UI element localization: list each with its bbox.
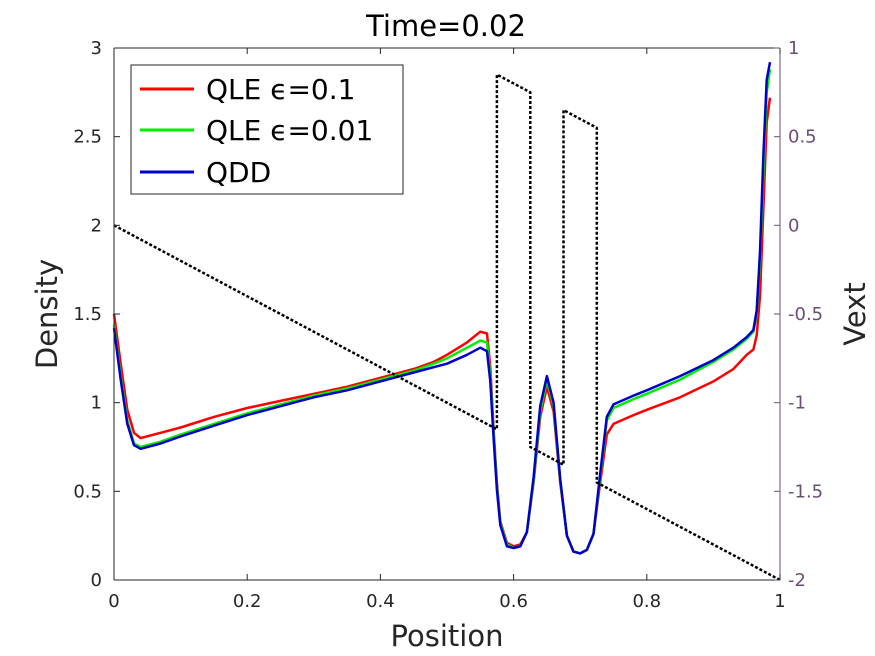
- legend-label-qle-001: QLE ϵ=0.01: [206, 114, 373, 147]
- y-right-tick-label: 0.5: [788, 127, 817, 148]
- y-right-axis-title: Vext: [838, 282, 872, 345]
- legend-label-qdd: QDD: [206, 156, 271, 189]
- legend: QLE ϵ=0.1 QLE ϵ=0.01 QDD: [130, 64, 404, 195]
- y-tick-label: 1: [91, 393, 102, 414]
- x-tick-label: 0: [108, 591, 119, 612]
- y-tick-label: 2: [91, 215, 102, 236]
- y-right-tick-label: -2: [788, 570, 806, 591]
- y-tick-label: 0.5: [73, 481, 102, 502]
- y-right-tick-label: -1: [788, 393, 806, 414]
- chart-title: Time=0.02: [365, 9, 526, 43]
- y-right-tick-label: 0: [788, 215, 799, 236]
- x-tick-label: 0.2: [233, 591, 262, 612]
- y-right-tick-label: 1: [788, 38, 799, 59]
- y-right-tick-label: -0.5: [788, 304, 823, 325]
- y-tick-label: 0: [91, 570, 102, 591]
- y-right-tick-label: -1.5: [788, 481, 823, 502]
- x-axis-title: Position: [391, 619, 504, 653]
- legend-label-qle-01: QLE ϵ=0.1: [206, 73, 355, 106]
- y-tick-label: 3: [91, 38, 102, 59]
- x-tick-label: 0.4: [366, 591, 395, 612]
- x-tick-label: 0.6: [499, 591, 528, 612]
- series-line-qdd: [112, 61, 772, 555]
- y-axis-title: Density: [30, 259, 64, 369]
- y-tick-label: 2.5: [73, 127, 102, 148]
- series-layer: [112, 61, 781, 582]
- x-tick-label: 1: [774, 591, 785, 612]
- y-tick-label: 1.5: [73, 304, 102, 325]
- series-line-vext: [113, 73, 781, 582]
- x-tick-label: 0.8: [632, 591, 661, 612]
- ticks-layer: 0 0.2 0.4 0.6 0.8 1 0 0.5 1 1.5 2 2.5 3 -2 -1.5 -1 -0.5 0…: [73, 38, 823, 612]
